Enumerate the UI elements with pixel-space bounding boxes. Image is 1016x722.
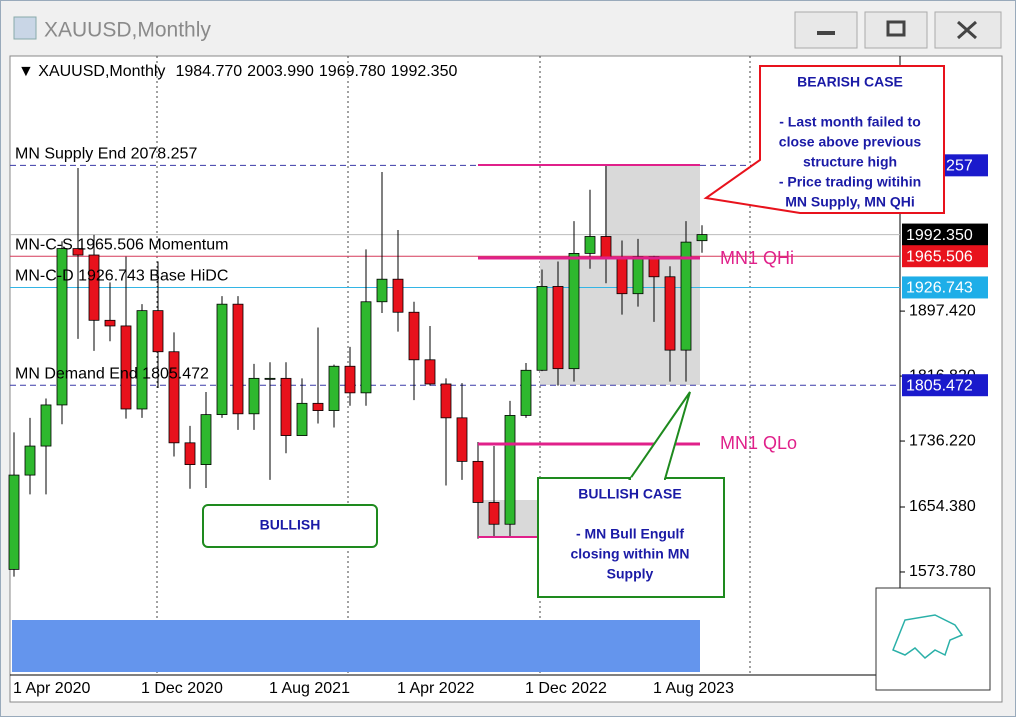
candle-body xyxy=(56,248,68,406)
candle-body xyxy=(72,248,84,256)
candle-body xyxy=(360,301,372,394)
price-tag-label: 1992.350 xyxy=(906,227,973,244)
candle-body xyxy=(376,278,388,303)
candle-body xyxy=(152,310,164,353)
candle-body xyxy=(312,402,324,411)
candle-body xyxy=(536,286,548,371)
candle-body xyxy=(632,256,644,295)
level-label: MN Supply End 2078.257 xyxy=(15,146,197,163)
level-label: MN-C-S 1965.506 Momentum xyxy=(15,236,228,253)
candle-body xyxy=(232,303,244,415)
y-tick-label: 1654.380 xyxy=(909,498,976,515)
candle-body xyxy=(296,402,308,436)
y-tick-label: 1573.780 xyxy=(909,563,976,580)
bullish-box xyxy=(202,504,378,548)
candle-body xyxy=(344,365,356,394)
price-tag-label: 1805.472 xyxy=(906,377,973,394)
candle-body xyxy=(584,236,596,254)
level-label: MN Demand End 1805.472 xyxy=(15,365,209,382)
candle-body xyxy=(264,377,276,380)
bearish-text: - Price trading witihin xyxy=(779,174,921,190)
candle-body xyxy=(488,502,500,525)
candle-body xyxy=(664,276,676,351)
candle-body xyxy=(456,417,468,462)
candle-body xyxy=(600,236,612,260)
bearish-callout: BEARISH CASE - Last month failed to close … xyxy=(703,65,945,214)
candle-body xyxy=(424,359,436,385)
candle-body xyxy=(200,414,212,465)
price-tag-label: 1926.743 xyxy=(906,280,973,297)
candle-body xyxy=(216,303,228,416)
x-tick-label: 1 Aug 2023 xyxy=(653,680,734,697)
bearish-text: - Last month failed to xyxy=(779,114,921,130)
candle-body xyxy=(520,369,532,416)
level-label: MN-C-D 1926.743 Base HiDC xyxy=(15,268,228,285)
candle-body xyxy=(680,241,692,351)
candle-body xyxy=(136,310,148,410)
y-tick-label: 1736.220 xyxy=(909,432,976,449)
candle-body xyxy=(8,474,20,570)
bearish-text: MN Supply, MN QHi xyxy=(785,194,915,210)
candle-body xyxy=(88,254,100,321)
symbol: XAUUSD,Monthly xyxy=(38,63,165,80)
logo xyxy=(875,587,991,691)
close-button[interactable] xyxy=(934,11,1002,49)
zone-label: MN1 QLo xyxy=(720,433,797,453)
bearish-text: structure high xyxy=(803,154,897,170)
zone-label: MN1 QHi xyxy=(720,248,794,268)
high: 2003.990 xyxy=(247,63,314,80)
demand-area xyxy=(12,620,700,672)
bullish-text: BULLISH CASE xyxy=(578,486,681,502)
candle-body xyxy=(616,258,628,295)
candle-body xyxy=(184,442,196,465)
x-tick-label: 1 Apr 2022 xyxy=(397,680,475,697)
bullish-callout: BULLISH CASE - MN Bull Engulf closing with… xyxy=(537,391,725,598)
price-tag xyxy=(902,223,988,246)
window-title: XAUUSD,Monthly xyxy=(44,19,211,42)
candle-body xyxy=(280,377,292,436)
price-tag xyxy=(902,374,988,397)
candle-body xyxy=(408,311,420,361)
minimize-button[interactable] xyxy=(794,11,858,49)
bullish-text: closing within MN xyxy=(571,546,690,562)
bearish-text: close above previous xyxy=(779,134,922,150)
x-tick-label: 1 Dec 2022 xyxy=(525,680,607,697)
price-tag xyxy=(902,276,988,299)
bearish-text: BEARISH CASE xyxy=(797,74,903,90)
candle-body xyxy=(168,351,180,444)
candle-body xyxy=(696,234,708,242)
low: 1969.780 xyxy=(319,63,386,80)
price-tag-label: 1965.506 xyxy=(906,248,973,265)
price-tag xyxy=(902,245,988,268)
candle-body xyxy=(392,278,404,313)
y-tick-label: 1897.420 xyxy=(909,302,976,319)
x-tick-label: 1 Apr 2020 xyxy=(13,680,91,697)
candle-body xyxy=(248,377,260,415)
close: 1992.350 xyxy=(391,63,458,80)
x-tick-label: 1 Aug 2021 xyxy=(269,680,350,697)
x-tick-label: 1 Dec 2020 xyxy=(141,680,223,697)
candle-body xyxy=(328,365,340,411)
open: 1984.770 xyxy=(175,63,242,80)
candle-body xyxy=(472,460,484,503)
candle-body xyxy=(504,415,516,525)
bullish-text: - MN Bull Engulf xyxy=(576,526,684,542)
candle-body xyxy=(552,286,564,370)
window-icon xyxy=(13,16,37,40)
candle-body xyxy=(40,404,52,447)
candle-body xyxy=(104,319,116,327)
candle-body xyxy=(648,256,660,278)
candle-body xyxy=(440,383,452,419)
maximize-button[interactable] xyxy=(864,11,928,49)
candle-body xyxy=(568,252,580,370)
chart-header: ▼ XAUUSD,Monthly 1984.770 2003.990 1969.780… xyxy=(18,63,457,80)
arrow: ▼ xyxy=(18,63,38,80)
candle-body xyxy=(24,445,36,476)
bullish-text: Supply xyxy=(607,566,654,582)
candle-body xyxy=(120,325,132,410)
bullish-label: BULLISH xyxy=(260,517,321,533)
